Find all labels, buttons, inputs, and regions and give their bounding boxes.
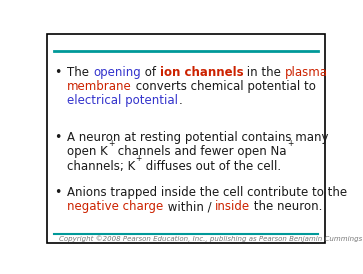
Text: ion channels: ion channels xyxy=(160,65,243,79)
Text: of: of xyxy=(141,65,160,79)
Text: Copyright ©2008 Pearson Education, Inc., publishing as Pearson Benjamin Cummings: Copyright ©2008 Pearson Education, Inc.,… xyxy=(60,235,363,242)
Text: .: . xyxy=(178,94,182,107)
Text: plasma: plasma xyxy=(285,65,328,79)
Text: in the: in the xyxy=(243,65,285,79)
Text: membrane: membrane xyxy=(67,80,132,93)
Text: Anions trapped inside the cell contribute to the: Anions trapped inside the cell contribut… xyxy=(67,186,347,199)
Text: The: The xyxy=(67,65,93,79)
Text: +: + xyxy=(135,154,142,163)
Text: negative charge: negative charge xyxy=(67,200,164,213)
Text: the neuron.: the neuron. xyxy=(250,200,322,213)
Text: •: • xyxy=(54,131,62,144)
Text: within /: within / xyxy=(164,200,215,213)
Text: •: • xyxy=(54,65,62,79)
Text: +: + xyxy=(287,139,293,149)
Text: electrical potential: electrical potential xyxy=(67,94,178,107)
Text: open K: open K xyxy=(67,145,108,158)
Text: +: + xyxy=(108,139,114,149)
Text: converts chemical potential to: converts chemical potential to xyxy=(132,80,316,93)
Text: channels; K: channels; K xyxy=(67,160,135,173)
Text: diffuses out of the cell.: diffuses out of the cell. xyxy=(142,160,281,173)
Text: A neuron at resting potential contains many: A neuron at resting potential contains m… xyxy=(67,131,329,144)
Text: inside: inside xyxy=(215,200,250,213)
Text: •: • xyxy=(54,186,62,199)
Text: channels and fewer open Na: channels and fewer open Na xyxy=(114,145,287,158)
Text: opening: opening xyxy=(93,65,141,79)
